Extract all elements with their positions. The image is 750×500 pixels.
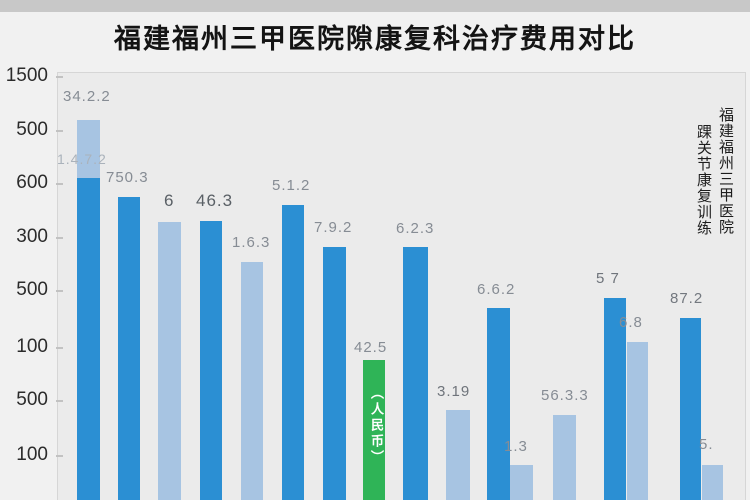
bar-value-label: 5 7 (596, 270, 620, 287)
bar (77, 178, 100, 500)
bar (403, 247, 428, 500)
bar (200, 221, 222, 500)
y-axis-tick-label: 600 (16, 172, 48, 193)
chart-title: 福建福州三甲医院隙康复科治疗费用对比 (114, 24, 636, 54)
bar (553, 415, 576, 500)
bar (241, 262, 263, 500)
bar (118, 197, 140, 500)
bar-value-label: 46.3 (196, 191, 234, 210)
y-axis-tick-mark (56, 237, 63, 239)
y-axis-tick-mark (56, 183, 63, 185)
bar (282, 205, 304, 500)
annotation-line-2: 踝关节康复训练 (695, 124, 712, 236)
bar (510, 465, 533, 500)
y-axis-tick-mark (56, 130, 63, 132)
bar-value-label: 6.2.3 (396, 220, 435, 237)
y-axis-tick-mark (56, 400, 63, 402)
y-axis-tick-mark (56, 347, 63, 349)
bar (680, 318, 701, 500)
bar-overlay-label: 1.4.7.2 (57, 151, 107, 167)
bar-value-label: 34.2.2 (63, 88, 111, 105)
bar (487, 308, 510, 500)
bar-value-label: 42.5 (354, 339, 388, 356)
y-axis-tick-label: 100 (16, 444, 48, 465)
bar-value-label: 6.8 (619, 314, 643, 331)
annotation-line-1: 福建福州三甲医院 (717, 107, 734, 235)
bar-value-label: 5. (699, 436, 714, 453)
bar-value-label: 7.9.2 (314, 219, 353, 236)
bar (363, 360, 385, 500)
y-axis-tick-mark (56, 76, 63, 78)
y-axis-tick-label: 1500 (5, 65, 48, 86)
bar-value-label: 56.3.3 (541, 387, 589, 404)
bar (627, 342, 648, 500)
bar-cap-segment (77, 120, 100, 178)
y-axis-tick-mark (56, 290, 63, 292)
y-axis-tick-mark (56, 455, 63, 457)
corner-annotation: 福建福州三甲医院 踝关节康复训练 (688, 107, 738, 267)
bar-value-label: 1.6.3 (232, 234, 271, 251)
bar-value-label: 750.3 (106, 169, 149, 186)
bar-value-label: 3.19 (437, 383, 471, 400)
bar-value-label: 1.3 (504, 438, 528, 455)
y-axis-tick-label: 300 (16, 226, 48, 247)
y-axis-tick-label: 100 (16, 336, 48, 357)
currency-note: （人民币） (369, 386, 384, 466)
bar-value-label: 5.1.2 (272, 177, 311, 194)
bar-value-label: 87.2 (670, 290, 704, 307)
bar (323, 247, 346, 500)
y-axis-tick-label: 500 (16, 119, 48, 140)
y-axis-tick-label: 500 (16, 389, 48, 410)
top-strip (0, 0, 750, 12)
bar-value-label: 6.6.2 (477, 281, 516, 298)
bar-value-label: 6 (164, 191, 175, 210)
bar (604, 298, 626, 500)
bar (446, 410, 470, 500)
bar (702, 465, 723, 500)
bar (158, 222, 181, 500)
y-axis-tick-label: 500 (16, 279, 48, 300)
